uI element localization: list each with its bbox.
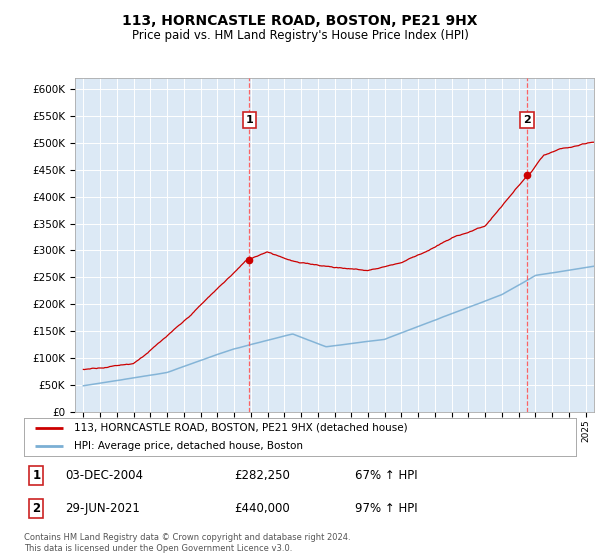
Text: HPI: Average price, detached house, Boston: HPI: Average price, detached house, Bost… — [74, 441, 302, 451]
Text: £440,000: £440,000 — [234, 502, 290, 515]
Text: 03-DEC-2004: 03-DEC-2004 — [65, 469, 143, 482]
Text: 29-JUN-2021: 29-JUN-2021 — [65, 502, 140, 515]
Text: 97% ↑ HPI: 97% ↑ HPI — [355, 502, 418, 515]
Text: 67% ↑ HPI: 67% ↑ HPI — [355, 469, 418, 482]
Text: 2: 2 — [523, 115, 531, 125]
Text: 2: 2 — [32, 502, 40, 515]
Text: 1: 1 — [32, 469, 40, 482]
Text: 113, HORNCASTLE ROAD, BOSTON, PE21 9HX (detached house): 113, HORNCASTLE ROAD, BOSTON, PE21 9HX (… — [74, 423, 407, 433]
Text: 113, HORNCASTLE ROAD, BOSTON, PE21 9HX: 113, HORNCASTLE ROAD, BOSTON, PE21 9HX — [122, 14, 478, 28]
Text: 1: 1 — [245, 115, 253, 125]
Text: Price paid vs. HM Land Registry's House Price Index (HPI): Price paid vs. HM Land Registry's House … — [131, 29, 469, 42]
Text: £282,250: £282,250 — [234, 469, 290, 482]
Text: Contains HM Land Registry data © Crown copyright and database right 2024.
This d: Contains HM Land Registry data © Crown c… — [24, 533, 350, 553]
